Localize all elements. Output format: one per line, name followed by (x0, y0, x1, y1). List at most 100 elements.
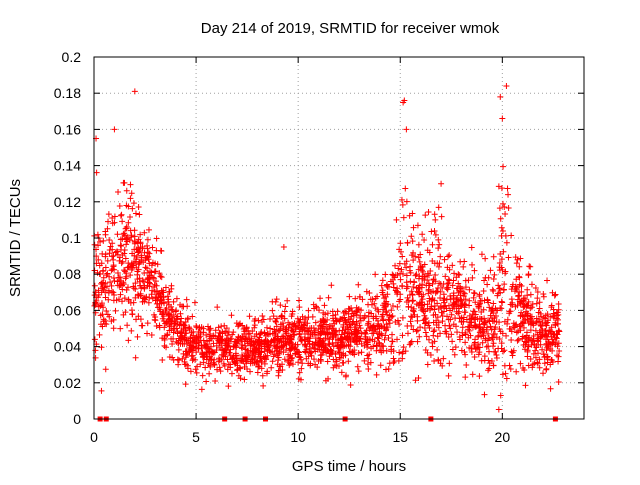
data-point (494, 292, 501, 299)
data-point (224, 356, 231, 363)
data-point (271, 337, 278, 344)
data-point (275, 357, 282, 364)
data-point (497, 289, 504, 296)
data-point (403, 198, 410, 205)
data-point (469, 324, 476, 331)
data-point (233, 320, 240, 327)
data-point (378, 323, 385, 330)
data-point (104, 270, 111, 277)
data-point (396, 321, 403, 328)
data-point (157, 308, 164, 315)
data-point (479, 329, 486, 336)
data-point (105, 218, 112, 225)
data-point (203, 342, 210, 349)
data-point (540, 370, 547, 377)
data-point (333, 317, 340, 324)
data-point (321, 302, 328, 309)
data-point (543, 365, 550, 372)
data-point (95, 242, 102, 249)
data-point (169, 340, 176, 347)
data-point (153, 235, 160, 242)
data-point (311, 356, 318, 363)
data-point (490, 340, 497, 347)
data-point (366, 289, 373, 296)
data-point (457, 288, 464, 295)
data-point (212, 327, 219, 334)
data-point (365, 355, 372, 362)
data-point (490, 343, 497, 350)
data-point (473, 323, 480, 330)
data-point (193, 323, 200, 330)
data-point (254, 369, 261, 376)
data-point (253, 358, 260, 365)
data-point (173, 295, 180, 302)
data-point (337, 336, 344, 343)
data-point (431, 327, 438, 334)
data-point (394, 272, 401, 279)
data-point (354, 330, 361, 337)
data-point (484, 281, 491, 288)
data-point (289, 327, 296, 334)
data-point (484, 297, 491, 304)
data-point (275, 369, 282, 376)
data-point (490, 362, 497, 369)
data-point (472, 346, 479, 353)
data-point (122, 225, 129, 232)
data-point (118, 211, 125, 218)
data-point (148, 291, 155, 298)
data-point (495, 406, 502, 413)
data-point (146, 250, 153, 257)
data-point (399, 314, 406, 321)
data-point (218, 336, 225, 343)
data-point (329, 322, 336, 329)
data-point (298, 337, 305, 344)
data-point (488, 308, 495, 315)
data-point (499, 115, 506, 122)
data-point (491, 318, 498, 325)
data-point (458, 297, 465, 304)
data-point (497, 215, 504, 222)
data-point (532, 327, 539, 334)
data-point (554, 309, 561, 316)
data-point (329, 340, 336, 347)
data-point (361, 357, 368, 364)
data-point (419, 296, 426, 303)
data-point (383, 308, 390, 315)
data-point (518, 309, 525, 316)
data-point (131, 252, 138, 259)
data-point (533, 318, 540, 325)
data-point (251, 324, 258, 331)
data-point (146, 283, 153, 290)
data-point (121, 179, 128, 186)
data-point (488, 326, 495, 333)
data-point (136, 258, 143, 265)
data-point (133, 246, 140, 253)
data-point (177, 310, 184, 317)
x-tick-label: 5 (192, 429, 200, 445)
y-tick-label: 0.1 (62, 230, 82, 246)
data-point (273, 323, 280, 330)
data-point (131, 227, 138, 234)
data-point (354, 341, 361, 348)
data-point (407, 269, 414, 276)
x-tick-label: 10 (290, 429, 306, 445)
data-point (203, 378, 210, 385)
data-point (354, 363, 361, 370)
data-point (334, 337, 341, 344)
data-point (486, 348, 493, 355)
data-point (286, 362, 293, 369)
data-point (349, 335, 356, 342)
data-point (176, 357, 183, 364)
data-point (279, 333, 286, 340)
data-point (128, 190, 135, 197)
data-point (383, 347, 390, 354)
data-point (404, 294, 411, 301)
data-point (292, 350, 299, 357)
y-tick-label: 0.06 (54, 302, 81, 318)
data-point (349, 308, 356, 315)
data-point (482, 337, 489, 344)
data-point (471, 290, 478, 297)
data-point (319, 323, 326, 330)
data-point (397, 248, 404, 255)
data-point (430, 332, 437, 339)
